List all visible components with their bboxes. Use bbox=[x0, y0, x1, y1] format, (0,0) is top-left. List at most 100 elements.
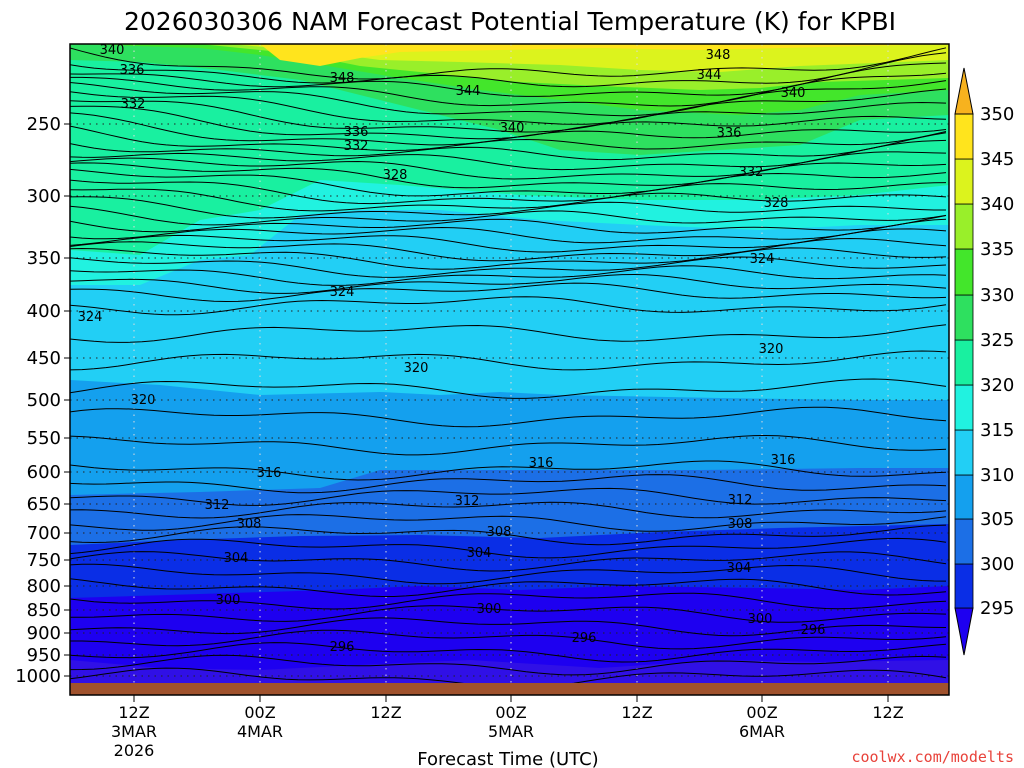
contour-line bbox=[70, 537, 947, 559]
x-tick-date: 6MAR bbox=[739, 722, 785, 741]
y-tick-label: 950 bbox=[27, 645, 61, 666]
contour-label: 320 bbox=[131, 393, 156, 408]
colorbar-segment bbox=[954, 339, 974, 386]
y-tick-label: 350 bbox=[27, 248, 61, 269]
contour-line bbox=[70, 47, 947, 80]
x-tick-label: 12Z bbox=[118, 703, 149, 722]
contour-label: 332 bbox=[739, 165, 764, 180]
contour-line bbox=[70, 282, 947, 303]
contour-line bbox=[70, 105, 947, 140]
contour-label: 336 bbox=[120, 63, 145, 78]
contour-line bbox=[70, 162, 947, 189]
colorbar-tick-label: 345 bbox=[980, 149, 1014, 170]
colorbar: 295 300 305 310 315 320 325 330 335 340 345 350 bbox=[954, 67, 1014, 656]
contour-labels: 3403363323483443403363323283483443403363… bbox=[78, 44, 826, 655]
contour-line bbox=[70, 605, 947, 623]
contour-line bbox=[70, 265, 947, 286]
colorbar-tick-label: 325 bbox=[980, 330, 1014, 351]
contour-label: 308 bbox=[728, 517, 753, 532]
colorbar-segment bbox=[954, 158, 974, 205]
y-tick-label: 850 bbox=[27, 600, 61, 621]
contour-label: 300 bbox=[216, 593, 241, 608]
colorbar-tick-label: 330 bbox=[980, 285, 1014, 306]
y-tick-label: 700 bbox=[27, 523, 61, 544]
colorbar-tick-label: 305 bbox=[980, 509, 1014, 530]
plot-area: 3403363323483443403363323283483443403363… bbox=[70, 44, 949, 695]
contour-line bbox=[70, 406, 947, 428]
colorbar-tick-label: 300 bbox=[980, 554, 1014, 575]
contour-label: 320 bbox=[404, 361, 429, 376]
contour-line bbox=[70, 100, 947, 133]
contour-label: 328 bbox=[764, 196, 789, 211]
x-tick-date: 3MAR bbox=[111, 722, 157, 741]
contour-line bbox=[70, 501, 947, 519]
contour-line bbox=[70, 642, 947, 663]
contour-line bbox=[70, 350, 947, 371]
x-tick-label: 00Z bbox=[495, 703, 526, 722]
contour-line bbox=[70, 196, 946, 219]
contour-line bbox=[70, 151, 947, 180]
x-tick-label: 00Z bbox=[244, 703, 275, 722]
contour-label: 312 bbox=[728, 493, 753, 508]
contour-label: 340 bbox=[781, 86, 806, 101]
contour-line bbox=[70, 296, 947, 316]
contour-line bbox=[70, 654, 947, 676]
y-tick-label: 1000 bbox=[15, 666, 61, 687]
y-tick-label: 250 bbox=[27, 114, 61, 135]
contour-line bbox=[70, 168, 947, 197]
contour-line bbox=[70, 256, 947, 278]
contour-label: 340 bbox=[500, 121, 525, 136]
x-axis-label: Forecast Time (UTC) bbox=[417, 749, 598, 768]
contour-label: 300 bbox=[748, 612, 773, 627]
contour-line bbox=[70, 273, 947, 294]
contour-label: 336 bbox=[717, 126, 742, 141]
colorbar-tick-label: 315 bbox=[980, 420, 1014, 441]
colorbar-segment bbox=[954, 113, 974, 160]
contour-line bbox=[70, 592, 947, 610]
contour-label: 344 bbox=[456, 84, 481, 99]
y-tick-label: 450 bbox=[27, 348, 61, 369]
contour-label: 304 bbox=[727, 561, 752, 576]
contour-line bbox=[70, 88, 947, 125]
colorbar-tick-label: 295 bbox=[980, 598, 1014, 619]
y-tick-label: 650 bbox=[27, 494, 61, 515]
contour-line bbox=[70, 474, 947, 494]
colorbar-segment bbox=[954, 429, 974, 476]
contour-lines bbox=[70, 47, 947, 688]
contour-line bbox=[70, 72, 947, 107]
contour-line bbox=[70, 112, 947, 146]
y-tick-label: 800 bbox=[27, 576, 61, 597]
contour-line bbox=[70, 205, 947, 226]
x-tick-label: 12Z bbox=[370, 703, 401, 722]
contour-label: 312 bbox=[205, 498, 230, 513]
contour-label: 348 bbox=[706, 48, 731, 63]
contour-line bbox=[70, 524, 947, 546]
contour-line bbox=[70, 324, 947, 343]
contour-label: 296 bbox=[572, 631, 597, 646]
colorbar-tick-label: 335 bbox=[980, 239, 1014, 260]
colorbar-segment bbox=[954, 248, 974, 296]
colorbar-segment bbox=[954, 563, 974, 609]
contour-label: 332 bbox=[344, 139, 369, 154]
contour-line bbox=[70, 629, 947, 650]
y-tick-label: 900 bbox=[27, 623, 61, 644]
band-fill bbox=[260, 44, 949, 66]
colorbar-arrow-low bbox=[954, 607, 974, 656]
contour-line bbox=[70, 487, 947, 506]
x-tick-label: 12Z bbox=[872, 703, 903, 722]
contour-label: 316 bbox=[529, 456, 554, 471]
contour-label: 328 bbox=[383, 168, 408, 183]
contour-line bbox=[70, 434, 947, 456]
y-tick-label: 550 bbox=[27, 428, 61, 449]
plot-frame bbox=[69, 43, 950, 696]
contour-label: 312 bbox=[455, 494, 480, 509]
contour-label: 332 bbox=[121, 97, 146, 112]
contour-line bbox=[70, 563, 947, 585]
contour-line bbox=[70, 551, 947, 572]
y-tick-label: 500 bbox=[27, 390, 61, 411]
contour-label: 344 bbox=[697, 68, 722, 83]
contour-line bbox=[70, 52, 947, 88]
contour-line bbox=[70, 125, 947, 152]
contour-line bbox=[70, 215, 947, 234]
